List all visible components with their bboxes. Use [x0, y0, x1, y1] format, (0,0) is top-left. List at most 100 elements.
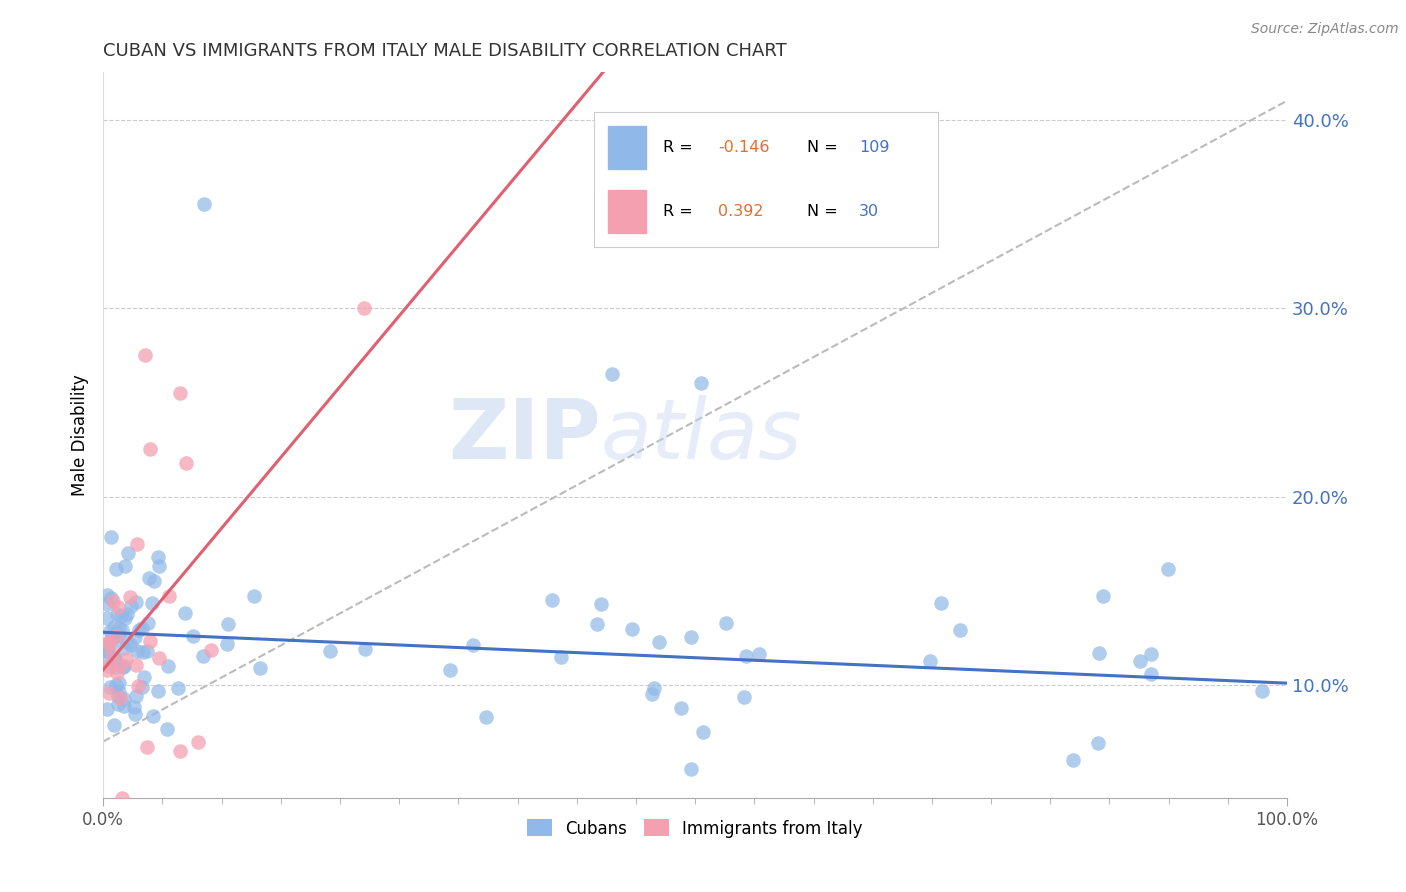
- Point: [600, 367, 623, 381]
- Point: [131, 621, 153, 635]
- Point: [104, 651, 127, 665]
- Point: [97, 636, 120, 650]
- Point: [132, 670, 155, 684]
- Point: [112, 660, 135, 674]
- Text: Source: ZipAtlas.com: Source: ZipAtlas.com: [1251, 22, 1399, 37]
- Point: [110, 609, 132, 624]
- Point: [101, 648, 124, 662]
- Point: [671, 701, 693, 715]
- Point: [249, 661, 271, 675]
- Point: [96, 701, 118, 715]
- Point: [97, 635, 120, 649]
- Point: [136, 616, 159, 631]
- Point: [690, 376, 713, 391]
- Point: [114, 558, 136, 573]
- Point: [98, 659, 121, 673]
- Legend: Cubans, Immigrants from Italy: Cubans, Immigrants from Italy: [520, 813, 870, 844]
- Point: [141, 596, 163, 610]
- Point: [108, 685, 131, 699]
- Point: [115, 607, 138, 621]
- Point: [125, 658, 148, 673]
- Point: [692, 725, 714, 739]
- Point: [112, 641, 135, 656]
- Point: [100, 636, 122, 650]
- Point: [142, 709, 165, 723]
- Point: [679, 762, 702, 776]
- Point: [115, 634, 138, 648]
- Point: [100, 591, 122, 605]
- Point: [127, 537, 149, 551]
- Point: [156, 659, 179, 673]
- Point: [1087, 736, 1109, 750]
- Point: [679, 630, 702, 644]
- Point: [125, 595, 148, 609]
- Point: [139, 442, 162, 457]
- Point: [167, 681, 190, 695]
- Point: [1139, 648, 1161, 662]
- Point: [1062, 753, 1084, 767]
- Point: [1251, 684, 1274, 698]
- Point: [1139, 666, 1161, 681]
- Point: [217, 637, 239, 651]
- Point: [118, 590, 141, 604]
- Point: [1087, 646, 1109, 660]
- Point: [105, 666, 128, 681]
- Point: [136, 739, 159, 754]
- Point: [148, 651, 170, 665]
- Point: [96, 597, 118, 611]
- Point: [138, 571, 160, 585]
- Point: [734, 649, 756, 664]
- Point: [98, 680, 121, 694]
- Point: [353, 301, 375, 315]
- Point: [114, 611, 136, 625]
- Point: [648, 635, 671, 649]
- Point: [96, 643, 118, 657]
- Point: [108, 691, 131, 706]
- Point: [243, 589, 266, 603]
- Point: [107, 689, 129, 703]
- Point: [461, 638, 484, 652]
- Point: [107, 628, 129, 642]
- Point: [128, 624, 150, 638]
- Point: [112, 659, 135, 673]
- Point: [1129, 654, 1152, 668]
- Point: [169, 744, 191, 758]
- Point: [104, 678, 127, 692]
- Point: [550, 650, 572, 665]
- Point: [124, 631, 146, 645]
- Point: [217, 616, 239, 631]
- Point: [124, 689, 146, 703]
- Y-axis label: Male Disability: Male Disability: [72, 375, 89, 496]
- Point: [540, 592, 562, 607]
- Point: [105, 607, 128, 621]
- Point: [319, 644, 342, 658]
- Point: [112, 699, 135, 714]
- Point: [1091, 589, 1114, 603]
- Point: [641, 687, 664, 701]
- Point: [918, 654, 941, 668]
- Point: [929, 596, 952, 610]
- Point: [1157, 561, 1180, 575]
- Point: [120, 638, 142, 652]
- Point: [716, 615, 738, 630]
- Point: [120, 599, 142, 614]
- Point: [169, 385, 191, 400]
- Point: [131, 645, 153, 659]
- Point: [125, 644, 148, 658]
- Point: [143, 574, 166, 588]
- Point: [139, 634, 162, 648]
- Point: [96, 652, 118, 666]
- Point: [111, 623, 134, 637]
- Point: [108, 676, 131, 690]
- Point: [122, 700, 145, 714]
- Point: [103, 718, 125, 732]
- Point: [439, 663, 461, 677]
- Point: [103, 630, 125, 644]
- Text: CUBAN VS IMMIGRANTS FROM ITALY MALE DISABILITY CORRELATION CHART: CUBAN VS IMMIGRANTS FROM ITALY MALE DISA…: [103, 42, 787, 60]
- Point: [949, 623, 972, 637]
- Point: [474, 710, 496, 724]
- Point: [96, 611, 118, 625]
- Point: [96, 644, 118, 658]
- Point: [127, 679, 149, 693]
- Point: [200, 643, 222, 657]
